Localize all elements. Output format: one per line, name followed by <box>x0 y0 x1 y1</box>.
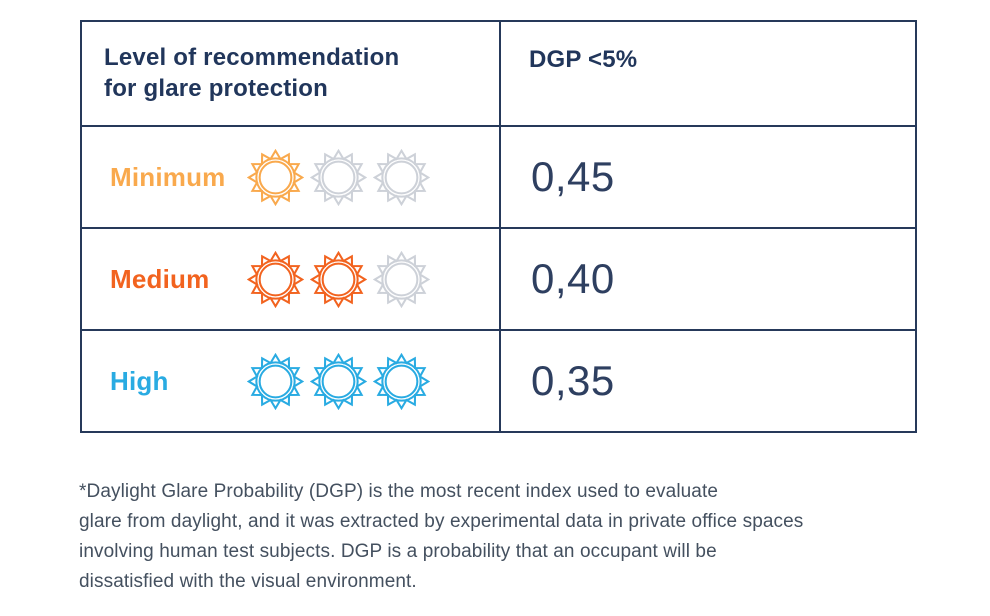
sun-icon <box>310 148 367 206</box>
table-row-minimum: Minimum <box>82 125 499 227</box>
dgp-value-text: 0,40 <box>531 255 615 302</box>
header-dgp-label: DGP <5% <box>529 46 638 73</box>
sun-icon <box>247 352 304 410</box>
sun-rating-high <box>247 352 430 410</box>
dgp-value-text: 0,45 <box>531 153 615 200</box>
dgp-value-minimum: 0,45 <box>499 125 915 227</box>
sun-rating-minimum <box>247 148 430 206</box>
sun-icon <box>310 250 367 308</box>
sun-icon <box>373 352 430 410</box>
sun-icon <box>247 250 304 308</box>
row-label-minimum: Minimum <box>110 161 226 192</box>
table-header-dgp: DGP <5% <box>499 22 915 125</box>
sun-icon <box>247 148 304 206</box>
row-label-medium: Medium <box>110 263 210 294</box>
header-line-2: for glare protection <box>104 75 329 102</box>
footnote-line: dissatisfied with the visual environment… <box>79 571 417 592</box>
footnote-line: glare from daylight, and it was extracte… <box>79 511 804 532</box>
table-row-high: High <box>82 329 499 431</box>
dgp-value-medium: 0,40 <box>499 227 915 329</box>
table-header-recommendation: Level of recommendation for glare protec… <box>82 22 499 125</box>
header-line-1: Level of recommendation <box>104 44 400 71</box>
row-label-high: High <box>110 365 169 396</box>
sun-rating-medium <box>247 250 430 308</box>
dgp-value-text: 0,35 <box>531 357 615 404</box>
glare-recommendation-table: Level of recommendation for glare protec… <box>80 20 917 433</box>
table-row-medium: Medium <box>82 227 499 329</box>
sun-icon <box>373 148 430 206</box>
dgp-footnote: *Daylight Glare Probability (DGP) is the… <box>79 477 919 597</box>
sun-icon <box>373 250 430 308</box>
sun-icon <box>310 352 367 410</box>
dgp-value-high: 0,35 <box>499 329 915 431</box>
footnote-line: *Daylight Glare Probability (DGP) is the… <box>79 481 719 502</box>
footnote-line: involving human test subjects. DGP is a … <box>79 541 717 562</box>
